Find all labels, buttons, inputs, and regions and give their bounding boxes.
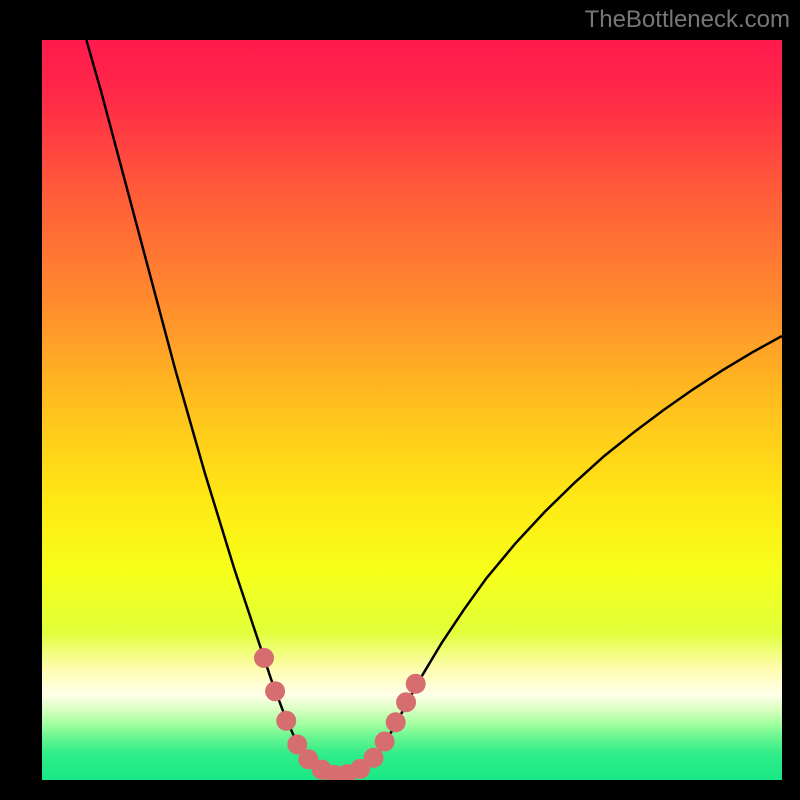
curve-left: [86, 40, 338, 776]
marker-dot: [254, 648, 274, 668]
marker-dot: [265, 681, 285, 701]
marker-dot: [364, 748, 384, 768]
marker-dot: [396, 692, 416, 712]
marker-dot: [406, 674, 426, 694]
plot-area: [42, 40, 782, 780]
marker-group: [254, 648, 426, 780]
watermark-text: TheBottleneck.com: [585, 6, 790, 34]
chart-svg: [42, 40, 782, 780]
marker-dot: [375, 732, 395, 752]
marker-dot: [386, 712, 406, 732]
marker-dot: [276, 711, 296, 731]
